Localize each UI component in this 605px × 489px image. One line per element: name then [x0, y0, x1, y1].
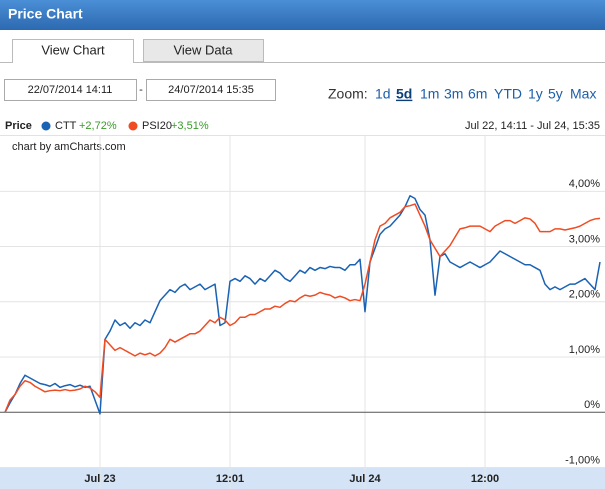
zoom-options: 1d 5d 1m 3m 6m YTD 1y 5y Max	[375, 86, 596, 102]
zoom-option[interactable]: 1m	[420, 86, 439, 102]
y-tick-label: 4,00%	[569, 178, 600, 190]
zoom-option[interactable]: 1d	[375, 86, 391, 102]
x-tick-label: 12:00	[471, 473, 499, 485]
y-tick-label: 2,00%	[569, 289, 600, 301]
zoom-option[interactable]: 1y	[528, 86, 543, 102]
y-tick-label: 0%	[584, 399, 600, 411]
date-from[interactable]: 22/07/2014 14:11	[28, 84, 113, 96]
x-axis-bar	[0, 468, 605, 489]
header-bar	[0, 0, 605, 30]
tab-label[interactable]: View Chart	[41, 42, 105, 57]
date-range: Jul 22, 14:11 - Jul 24, 15:35	[465, 120, 600, 132]
legend: CTT +2,72% PSI20 +3,51%	[41, 120, 209, 132]
zoom-option[interactable]: 3m	[444, 86, 463, 102]
x-tick-label: 12:01	[216, 473, 244, 485]
zoom-option[interactable]: YTD	[494, 86, 522, 102]
date-input[interactable]	[146, 79, 276, 101]
series-line	[4, 203, 601, 413]
legend-name[interactable]: CTT	[55, 120, 77, 132]
x-tick-label: Jul 23	[84, 473, 115, 485]
y-tick-label: 1,00%	[569, 344, 600, 356]
separator: -	[139, 84, 143, 96]
zoom-option[interactable]: 5d	[396, 86, 412, 102]
legend-marker	[128, 121, 138, 131]
legend-change: +2,72%	[79, 120, 117, 132]
y-tick-label: -1,00%	[565, 454, 600, 466]
plot: Jul 23 12:01 Jul 24 12:00 4,00% 3,00% 2,00% 1,0…	[0, 135, 605, 489]
zoom-option[interactable]: Max	[570, 86, 596, 102]
date-to[interactable]: 24/07/2014 15:35	[168, 84, 254, 96]
legend-label: Price	[5, 120, 32, 132]
legend-change: +3,51%	[171, 120, 209, 132]
credit[interactable]: chart by amCharts.com	[12, 141, 126, 153]
legend-marker	[41, 121, 51, 131]
legend-name[interactable]: PSI20	[142, 120, 172, 132]
tab-label[interactable]: View Data	[173, 42, 233, 57]
zoom-label: Zoom:	[328, 86, 368, 102]
series-line	[4, 195, 601, 415]
zoom-option[interactable]: 6m	[468, 86, 487, 102]
zoom-option[interactable]: 5y	[548, 86, 563, 102]
tab[interactable]	[143, 39, 264, 62]
x-tick-label: Jul 24	[349, 473, 381, 485]
y-tick-label: 3,00%	[569, 233, 600, 245]
header-title: Price Chart	[8, 6, 83, 22]
date-input[interactable]	[4, 79, 137, 101]
